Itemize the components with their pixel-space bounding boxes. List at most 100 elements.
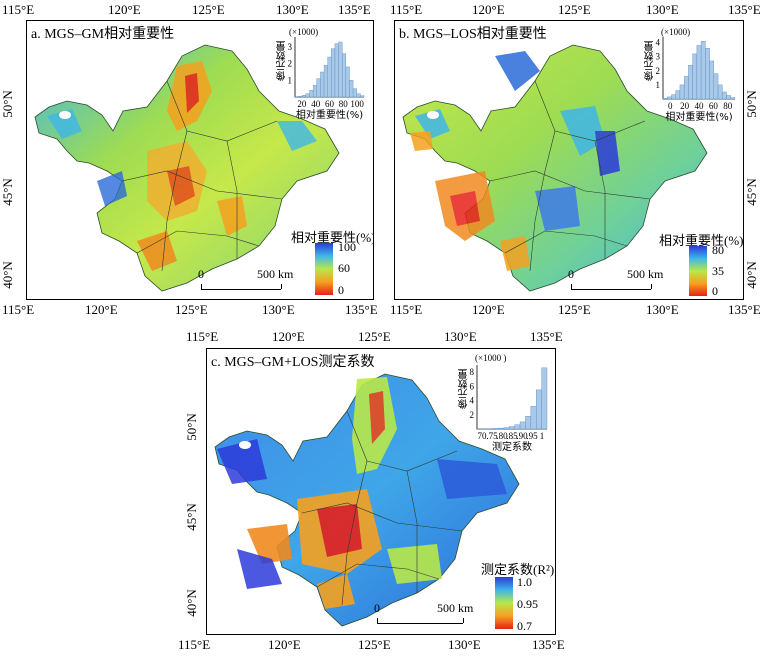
panel-c-legend: 测定系数(R²) 1.0 0.95 0.7 <box>481 557 555 633</box>
panel-c-bottom-tick: 130°E <box>448 637 481 652</box>
panel-b-scale-start: 0 <box>568 267 574 281</box>
panel-c-lat-tick: 45°N <box>183 503 199 531</box>
hist-bar <box>360 95 365 98</box>
deep-blue-patches <box>217 439 507 589</box>
hist-x-tick: 40 <box>311 99 321 109</box>
hist-bar <box>700 41 706 100</box>
hist-xlabel: 测定系数 <box>492 440 532 453</box>
hist-x-tick: 80 <box>723 101 733 111</box>
province-borders <box>121 80 283 272</box>
panel-a-title: a. MGS–GM相对重要性 <box>31 27 175 42</box>
panel-c: 115°E 120°E 125°E 130°E 135°E <box>178 328 580 657</box>
hist-x-tick: 0 <box>668 101 673 111</box>
panel-b-map <box>402 44 708 292</box>
panel-b-legend-value: 80 <box>712 243 724 257</box>
panel-b-legend-ramp <box>689 246 707 296</box>
panel-a-bottom-tick: 120°E <box>85 302 118 317</box>
panel-a-top-tick: 135°E <box>338 2 371 17</box>
panel-c-legend-value: 0.95 <box>517 597 538 611</box>
panel-a-scale-end: 500 km <box>257 267 294 281</box>
hist-y-tick: 2 <box>288 59 293 69</box>
panel-a-legend: 相对重要性(%) 100 60 0 <box>285 223 374 299</box>
panel-b-legend-title: 相对重要性(%) <box>659 233 744 248</box>
panel-b-lat-tick: 50°N <box>743 90 759 118</box>
panel-c-title: c. MGS–GM+LOS测定系数 <box>211 355 375 370</box>
hist-x-tick: .80 <box>496 431 508 441</box>
hist-bar <box>345 66 350 98</box>
panel-b-hist-multiplier: (×1000) <box>661 27 691 37</box>
hist-x-tick: 20 <box>297 99 307 109</box>
panel-a-top-tick: 115°E <box>2 2 35 17</box>
panel-c-histogram: 像元数量 (×1000 ) 2 4 6 8 70.75.80.85.90.95 1 测定系数 <box>457 351 553 453</box>
panel-a-legend-value: 0 <box>338 283 344 297</box>
panel-c-legend-title: 测定系数(R²) <box>481 562 555 577</box>
hist-x-tick: .85 <box>506 431 518 441</box>
panel-b-bottom-tick: 120°E <box>472 302 505 317</box>
lake <box>59 111 71 119</box>
hist-xlabel: 相对重要性(%) <box>296 108 363 121</box>
panel-a-hist-multiplier: (×1000) <box>289 27 319 37</box>
hist-bar <box>320 71 325 98</box>
hist-bar <box>683 76 689 100</box>
panel-c-top-tick: 120°E <box>272 329 305 344</box>
panel-b-map-frame: b. MGS–LOS相对重要性 像元数量 (×1000) 1 2 3 4 0 20 40 60… <box>394 20 744 300</box>
lake <box>427 111 439 119</box>
panel-b-legend-value: 0 <box>712 284 718 298</box>
panel-b-legend-value: 35 <box>712 264 724 278</box>
panel-c-bottom-tick: 120°E <box>268 637 301 652</box>
hist-x-tick: 40 <box>695 101 705 111</box>
panel-a-lat-tick: 45°N <box>0 178 15 206</box>
hist-x-tick: 70 <box>478 431 488 441</box>
panel-b-top-tick: 120°E <box>472 2 505 17</box>
panel-b-bottom-tick: 125°E <box>558 302 591 317</box>
hist-x-tick: .90 <box>516 431 528 441</box>
panel-b-title: b. MGS–LOS相对重要性 <box>399 27 547 42</box>
hist-bar <box>722 91 727 100</box>
panel-a-map-frame: a. MGS–GM相对重要性 像元数量 (×1000) 1 2 3 20 40 60 80 1… <box>26 20 374 300</box>
panel-b-top-tick: 125°E <box>558 2 591 17</box>
panel-b-scale-tick <box>571 284 572 289</box>
hist-bar <box>352 88 357 98</box>
panel-c-legend-value: 0.7 <box>517 619 532 633</box>
hist-bar <box>323 65 328 98</box>
panel-a-scale-line <box>201 289 281 290</box>
panel-b-bottom-tick: 135°E <box>728 302 761 317</box>
panel-a-histogram: 像元数量 (×1000) 1 2 3 20 40 60 80 100 相对重要性(%) <box>275 23 370 121</box>
warm-patches <box>247 377 442 609</box>
hist-y-tick: 4 <box>470 396 475 406</box>
panel-c-map-frame: c. MGS–GM+LOS测定系数 像元数量 (×1000 ) 2 4 6 8 70.7… <box>206 348 556 635</box>
panel-a-legend-value: 60 <box>338 261 350 275</box>
hist-xlabel: 相对重要性(%) <box>665 110 732 123</box>
hist-bar <box>705 48 710 100</box>
hist-x-tick: 80 <box>339 99 349 109</box>
hist-bar <box>302 95 307 98</box>
hist-bar <box>726 95 731 100</box>
panel-a-legend-title: 相对重要性(%) <box>291 230 374 245</box>
panel-c-bottom-tick: 125°E <box>358 637 391 652</box>
hist-bar <box>530 406 537 430</box>
panel-c-hist-plot: 2 4 6 8 70.75.80.85.90.95 1 测定系数 <box>470 365 548 453</box>
panel-a-bottom-tick: 115°E <box>2 302 35 317</box>
panel-b-top-tick: 130°E <box>646 2 679 17</box>
panel-a-lat-tick: 40°N <box>0 261 15 289</box>
hist-y-tick: 1 <box>656 80 661 90</box>
hist-y-tick: 2 <box>656 66 661 76</box>
panel-b: 115°E 120°E 125°E 130°E 135°E <box>390 0 778 322</box>
panel-a-legend-value: 100 <box>338 240 356 254</box>
panel-b-top-tick: 135°E <box>728 2 761 17</box>
hist-bar <box>298 95 303 98</box>
hist-x-tick: .95 <box>526 431 538 441</box>
hist-x-tick: .75 <box>486 431 498 441</box>
panel-c-top-tick: 135°E <box>530 329 563 344</box>
panel-a-top-tick: 125°E <box>192 2 225 17</box>
hist-x-tick: 1 <box>540 431 545 441</box>
hist-bar <box>525 415 532 430</box>
hist-bar <box>514 424 521 430</box>
hist-bar <box>536 389 542 430</box>
panel-b-legend: 相对重要性(%) 80 35 0 <box>655 226 744 299</box>
hist-bar <box>312 85 317 98</box>
panel-c-legend-value: 1.0 <box>517 575 532 589</box>
panel-a-lat-tick: 50°N <box>0 90 15 118</box>
hist-y-tick: 6 <box>470 381 475 391</box>
